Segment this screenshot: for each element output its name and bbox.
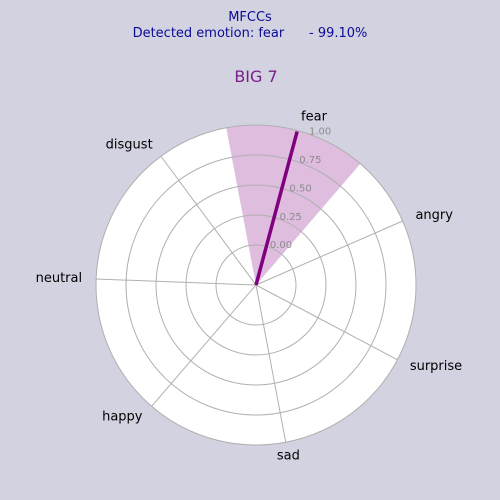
category-label-sad: sad [277, 448, 300, 463]
header-line-2: Detected emotion: fear - 99.10% [133, 26, 368, 41]
grid-circle-3 [125, 154, 387, 416]
spoke-surprise [255, 284, 398, 361]
r-tick-label: 0.50 [289, 183, 311, 194]
header-line-1: MFCCs [228, 10, 272, 25]
category-label-disgust: disgust [106, 137, 153, 152]
grid-circle-1 [185, 214, 327, 356]
category-label-happy: happy [102, 409, 143, 424]
grid-circle-4 [95, 124, 417, 446]
spoke-sad [255, 284, 287, 443]
category-label-neutral: neutral [36, 271, 83, 286]
r-tick-label: 0.00 [270, 240, 292, 251]
spoke-disgust [160, 155, 257, 286]
grid-circle-0 [215, 244, 297, 326]
value-line-fear [254, 131, 299, 286]
category-label-surprise: surprise [410, 359, 462, 374]
r-tick-label: 1.00 [309, 127, 331, 138]
category-label-angry: angry [415, 208, 453, 223]
spoke-angry [255, 220, 403, 286]
grid-circle-2 [155, 184, 357, 386]
chart-title: BIG 7 [234, 67, 277, 86]
r-tick-label: 0.25 [280, 212, 302, 223]
spoke-neutral [96, 278, 257, 286]
category-label-fear: fear [301, 109, 328, 124]
r-tick-label: 0.75 [299, 155, 321, 166]
polar-plot-area: 0.00 0.25 0.50 0.75 1.00 fear disgust neutral ha… [36, 109, 463, 463]
spoke-happy [151, 284, 257, 407]
